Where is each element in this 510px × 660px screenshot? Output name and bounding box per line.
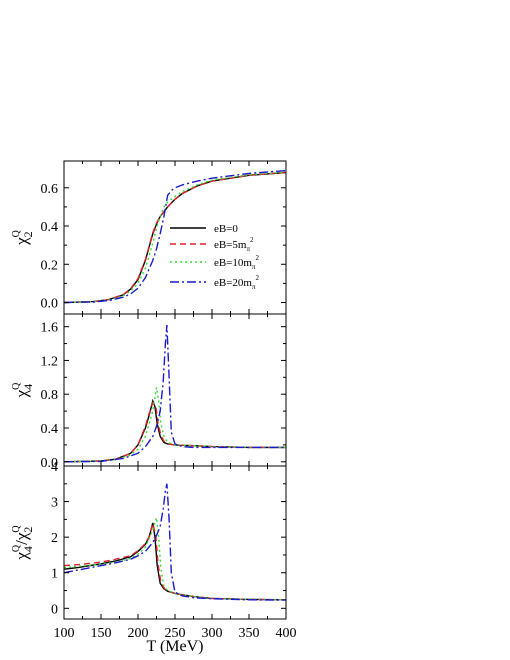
y-tick-label: 0.0 xyxy=(41,297,59,312)
y-axis-label-part: Q xyxy=(11,382,22,390)
legend-label-base: eB=20m xyxy=(214,277,252,289)
y-tick-label: 0 xyxy=(51,602,58,617)
legend-label-sup: 2 xyxy=(256,274,260,282)
y-tick-label: 0.4 xyxy=(41,220,59,235)
y-tick-label: 0.4 xyxy=(41,422,59,437)
y-axis-label-part: 2 xyxy=(21,527,35,533)
series-line-4 xyxy=(63,169,287,304)
x-tick-label: 150 xyxy=(91,626,112,641)
y-axis-label-part: /χ xyxy=(12,532,31,545)
y-axis-label-part: χ xyxy=(12,552,31,561)
series-line-2 xyxy=(63,520,287,601)
legend-label-1: eB=0 xyxy=(214,223,238,235)
y-axis-label: χ4Q xyxy=(11,382,35,399)
x-axis-label: T (MeV) xyxy=(146,638,203,655)
y-tick-label: 1.6 xyxy=(41,321,59,336)
legend-label-sub: π xyxy=(246,245,250,253)
legend-label-base: eB=5m xyxy=(214,239,247,251)
y-axis-label: χ4Q/χ2Q xyxy=(11,525,35,561)
y-tick-label: 1.2 xyxy=(41,354,59,369)
y-axis-label-part: χ xyxy=(12,389,31,398)
y-axis-label-part: 4 xyxy=(21,384,35,390)
y-tick-label: 4 xyxy=(51,460,58,475)
y-tick-label: 2 xyxy=(51,531,58,546)
series-line-3 xyxy=(63,387,286,463)
series-line-1 xyxy=(63,398,286,463)
y-tick-label: 0.8 xyxy=(41,388,59,403)
legend-label-sup: 2 xyxy=(250,236,254,244)
x-tick-label: 250 xyxy=(165,626,186,641)
y-axis-label-part: 4 xyxy=(21,546,35,552)
y-tick-label: 0.6 xyxy=(41,182,59,197)
y-tick-label: 0.0 xyxy=(41,456,59,471)
legend-label-base: eB=10m xyxy=(214,257,252,269)
series-line-2 xyxy=(63,171,287,304)
x-tick-label: 300 xyxy=(202,626,223,641)
series-line-2 xyxy=(63,401,286,463)
legend-label-sub: π xyxy=(252,263,256,271)
series-line-4 xyxy=(63,483,287,601)
y-axis-label-part: χ xyxy=(12,237,31,246)
legend-label-4: eB=20mπ2 xyxy=(214,274,260,291)
y-axis-label-part: Q xyxy=(11,525,22,533)
legend-label-sub: π xyxy=(252,283,256,291)
legend-label-base: eB=0 xyxy=(214,223,238,235)
series-line-3 xyxy=(63,517,287,601)
y-tick-label: 3 xyxy=(51,496,58,511)
panel-2: 0.0 0.4 0.8 1.2 1.6 χ4Q xyxy=(11,313,287,471)
x-tick-label: 400 xyxy=(276,626,297,641)
y-tick-label: 0.2 xyxy=(41,258,59,273)
y-tick-label: 1 xyxy=(51,567,58,582)
x-tick-label: 100 xyxy=(54,626,75,641)
panel-frame xyxy=(63,465,287,620)
x-tick-label: 200 xyxy=(128,626,149,641)
y-axis-label-part: 2 xyxy=(21,231,35,237)
legend-label-2: eB=5mπ2 xyxy=(214,236,254,253)
series-line-1 xyxy=(63,522,287,601)
y-axis-label-part: Q xyxy=(11,229,22,237)
y-axis-label-part: Q xyxy=(11,544,22,552)
y-axis-label: χ2Q xyxy=(11,229,35,246)
legend-label-sup: 2 xyxy=(256,254,260,262)
series-line-4 xyxy=(63,324,286,463)
legend-label-3: eB=10mπ2 xyxy=(214,254,260,271)
x-tick-label: 350 xyxy=(239,626,260,641)
